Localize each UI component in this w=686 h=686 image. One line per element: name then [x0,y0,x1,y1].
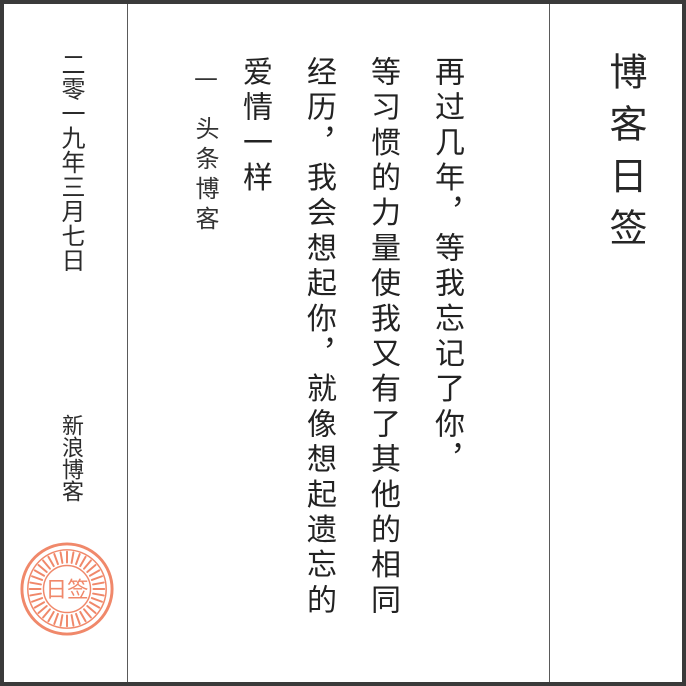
right-divider [549,4,550,682]
seal-ray [88,601,101,609]
seal-ray [90,575,103,581]
poem-line-1: 再过几年，等我忘记了你， [429,56,464,479]
seal-ray [53,553,59,566]
seal-ray [31,575,44,581]
poem-line-3: 经历，我会想起你，就像想起遗忘的 [301,56,336,620]
seal-ray [42,559,51,570]
seal-ray [92,592,105,597]
seal-ray [86,564,97,573]
seal-stamp-icon: 日签 [20,542,114,636]
seal-ray [47,610,55,623]
seal-ray [37,564,48,573]
seal-ray [59,614,64,627]
seal-ray [33,601,46,609]
poem-line-2: 等习惯的力量使我又有了其他的相同 [365,56,400,620]
source-label: 新浪博客 [58,414,83,502]
seal-text: 日签 [45,578,88,603]
seal-ray [88,569,101,577]
seal-ray [70,551,75,564]
post-date: 二零一九年三月七日 [57,52,85,273]
seal-ray [47,555,55,568]
seal-ray [33,569,46,577]
seal-ray [70,614,75,627]
seal-ray [79,610,87,623]
card-title: 博客日签 [603,52,647,260]
seal-ray [29,581,42,586]
poem-line-4: 爱情一样 [237,56,272,197]
seal-ray [92,581,105,586]
seal-ray [75,612,81,625]
seal-ray [37,605,48,614]
seal-ray [79,555,87,568]
seal-ray [83,608,92,619]
seal-ray [59,551,64,564]
seal-ray [83,559,92,570]
seal-ray [90,597,103,603]
left-divider [127,4,128,682]
seal-ray [75,553,81,566]
seal-ray [86,605,97,614]
attribution-dash: — [192,64,220,92]
seal-ray [31,597,44,603]
attribution-author: 头条博客 [191,116,219,236]
seal-ray [53,612,59,625]
seal-ray [42,608,51,619]
seal-ray [29,592,42,597]
